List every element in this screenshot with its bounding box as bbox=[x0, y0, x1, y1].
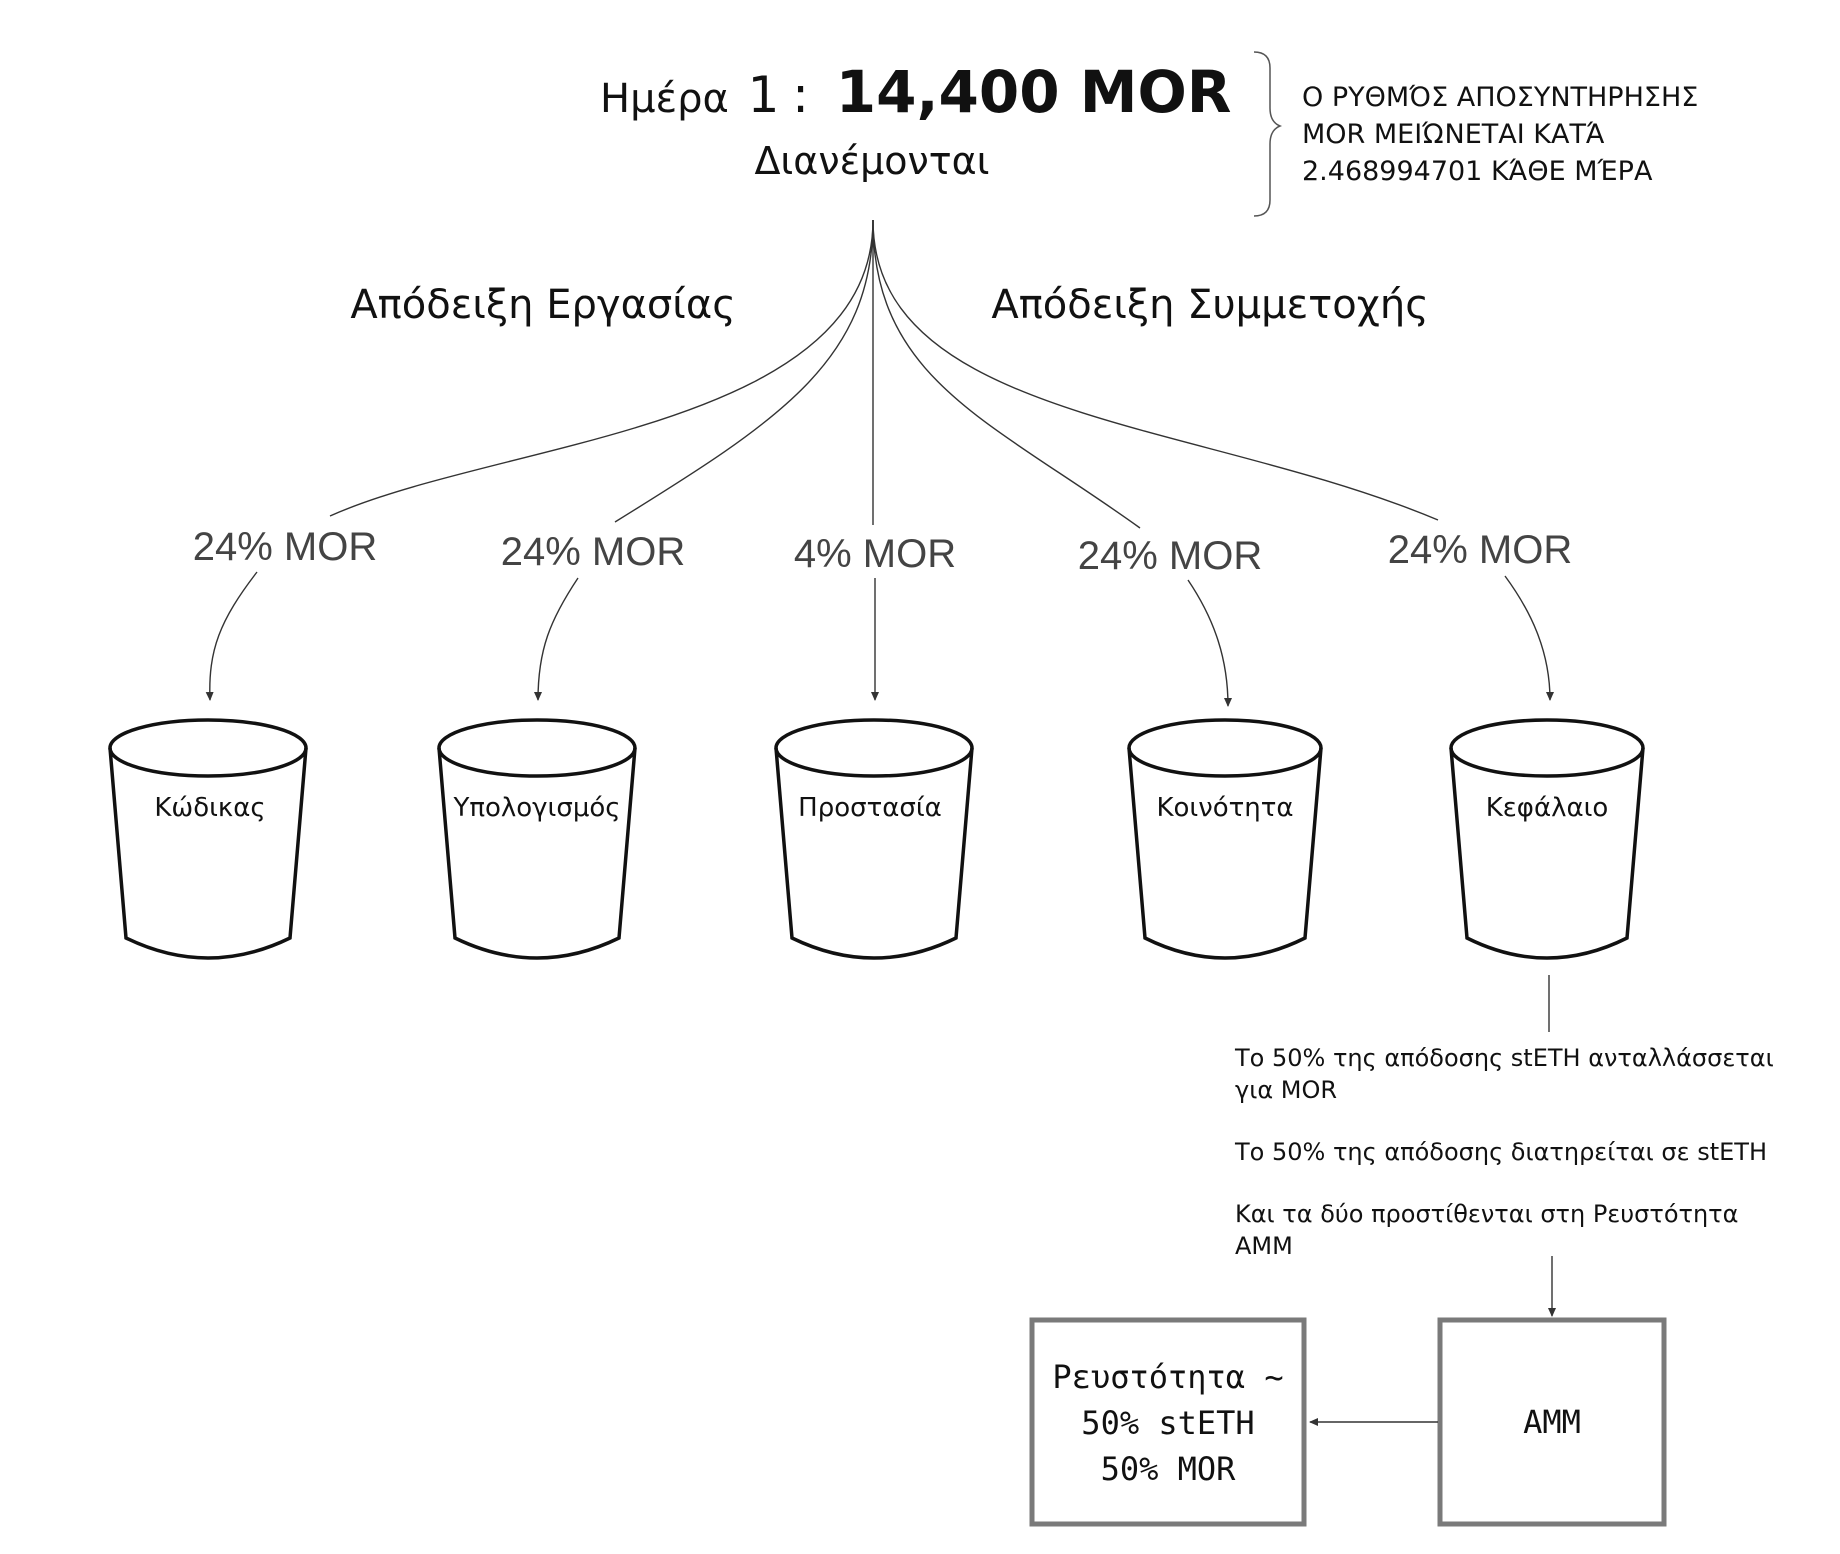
decay-note-line2: MOR ΜΕΙΏΝΕΤΑΙ ΚΑΤΆ bbox=[1302, 119, 1605, 150]
share-label-code: 24% MOR bbox=[193, 525, 378, 569]
bucket-label-community: Κοινότητα bbox=[1156, 793, 1293, 823]
decay-note-line3: 2.468994701 ΚΆΘΕ ΜΈΡΑ bbox=[1302, 156, 1653, 187]
decay-note-line1: Ο ΡΥΘΜΌΣ ΑΠΟΣΥΝΤΗΡΗΣΗΣ bbox=[1302, 82, 1698, 113]
bucket-code bbox=[108, 718, 308, 960]
share-label-compute: 24% MOR bbox=[501, 530, 686, 574]
proof-of-stake-label: Απόδειξη Συμμετοχής bbox=[991, 282, 1428, 328]
yield-swap-line2: για MOR bbox=[1235, 1076, 1337, 1104]
arrow-to-code bbox=[205, 571, 258, 701]
bucket-label-code: Κώδικας bbox=[154, 793, 265, 823]
note-brace bbox=[1253, 51, 1283, 217]
yield-kept-text: Το 50% της απόδοσης διατηρείται σε stETH bbox=[1234, 1138, 1767, 1166]
split-curves bbox=[329, 219, 1439, 529]
liquidity-line2: 50% stETH bbox=[1081, 1404, 1254, 1442]
amm-label: AMM bbox=[1523, 1403, 1581, 1441]
bucket-compute bbox=[437, 718, 637, 960]
amm-box bbox=[1437, 1317, 1667, 1527]
day-number: 1 bbox=[748, 66, 780, 124]
split-curve-compute bbox=[614, 219, 874, 523]
bucket-label-compute: Υπολογισμός bbox=[452, 793, 620, 823]
bucket-community bbox=[1127, 718, 1323, 960]
arrow-to-community bbox=[1187, 579, 1232, 707]
bucket-label-capital: Κεφάλαιο bbox=[1486, 793, 1609, 823]
bucket-label-protection: Προστασία bbox=[798, 793, 942, 823]
proof-of-work-label: Απόδειξη Εργασίας bbox=[350, 282, 735, 328]
bucket-protection bbox=[774, 718, 974, 960]
bucket-capital bbox=[1449, 718, 1645, 960]
header-title: Ημέρα 1 : 14,400 MOR bbox=[600, 58, 1231, 126]
yield-added-line2: AMM bbox=[1235, 1232, 1293, 1260]
yield-added-line1: Και τα δύο προστίθενται στη Ρευστότητα bbox=[1235, 1200, 1738, 1228]
split-curve-code bbox=[329, 219, 874, 517]
liquidity-box bbox=[1029, 1317, 1307, 1527]
split-curve-community bbox=[872, 219, 1141, 529]
split-curve-capital bbox=[872, 219, 1439, 521]
liquidity-line3: 50% MOR bbox=[1101, 1450, 1237, 1488]
share-label-protection: 4% MOR bbox=[794, 532, 956, 576]
day-colon: : bbox=[792, 66, 809, 124]
header-subtitle: Διανέμονται bbox=[754, 139, 989, 183]
distributed-amount: 14,400 MOR bbox=[836, 58, 1232, 126]
share-label-capital: 24% MOR bbox=[1388, 528, 1573, 572]
share-label-community: 24% MOR bbox=[1078, 534, 1263, 578]
arrow-to-compute bbox=[534, 577, 579, 701]
arrow-to-capital bbox=[1504, 575, 1554, 701]
liquidity-line1: Ρευστότητα ~ bbox=[1052, 1358, 1283, 1396]
bucket-arrows bbox=[205, 571, 1554, 707]
yield-swap-line1: Το 50% της απόδοσης stETH ανταλλάσσεται bbox=[1234, 1044, 1774, 1072]
day-label: Ημέρα bbox=[600, 76, 729, 122]
